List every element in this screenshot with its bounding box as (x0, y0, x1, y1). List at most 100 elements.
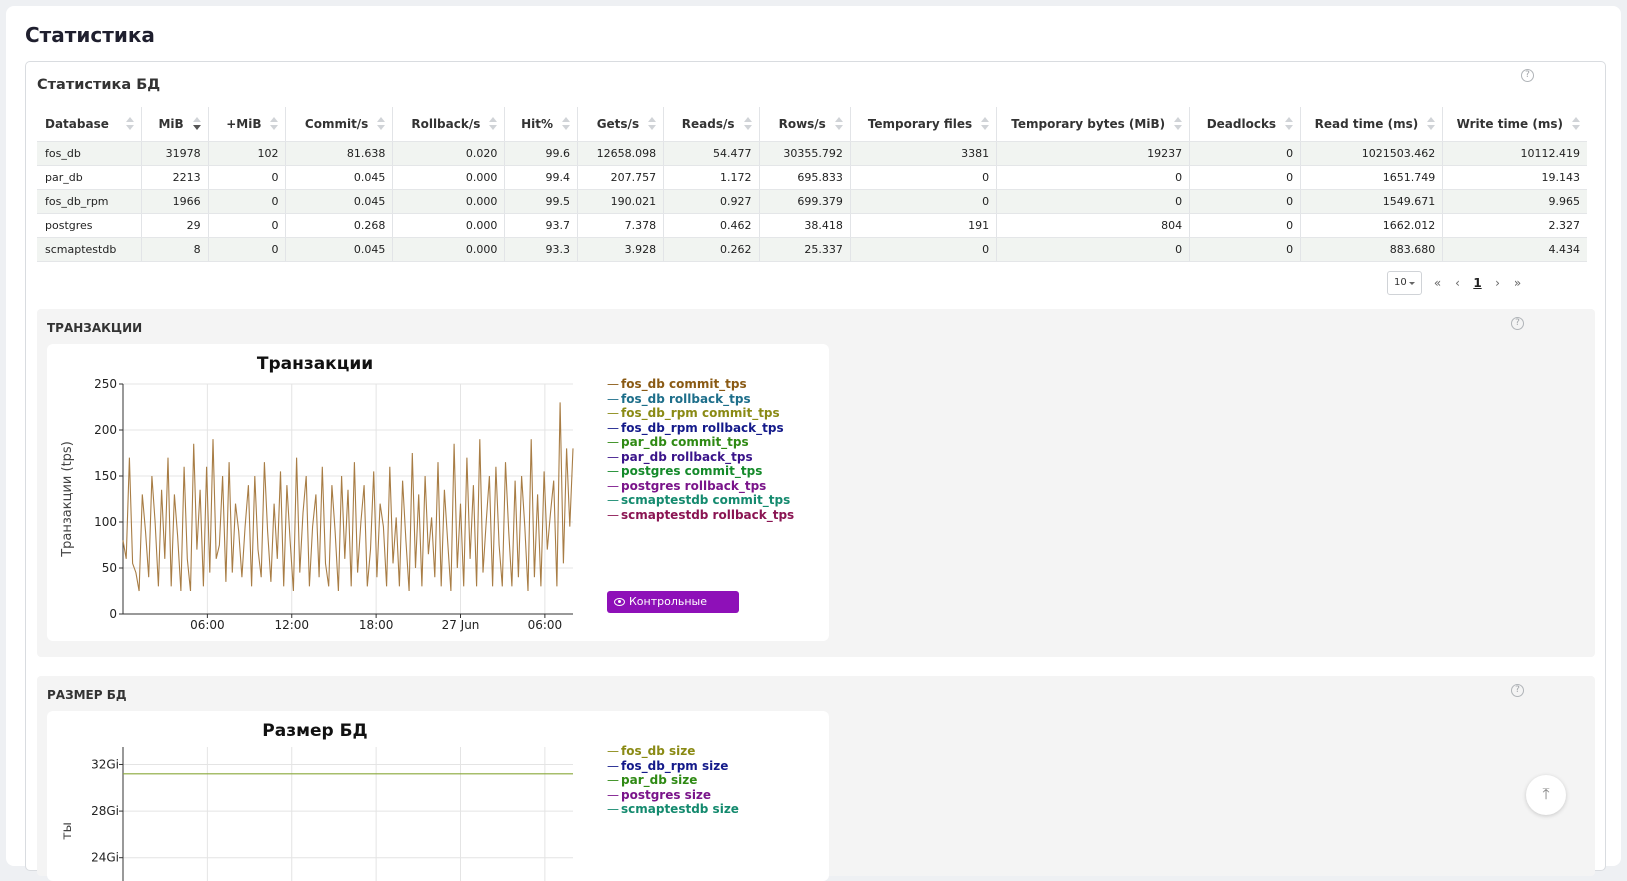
first-page-button[interactable]: « (1433, 276, 1442, 290)
checkpoints-button[interactable]: Контрольные точки (607, 591, 739, 630)
sort-icon[interactable] (1174, 117, 1183, 131)
sort-icon[interactable] (1572, 117, 1580, 131)
table-cell: 0 (1189, 213, 1302, 238)
sort-icon[interactable] (270, 117, 279, 131)
column-header-temporary-bytes-mib[interactable]: Temporary bytes (MiB) (996, 107, 1191, 142)
sort-icon[interactable] (1285, 117, 1294, 131)
table-cell: 4.434 (1442, 237, 1587, 262)
sort-icon[interactable] (648, 117, 657, 131)
legend-item[interactable]: fos_db_rpm commit_tps (607, 406, 794, 421)
column-header-temporary-files[interactable]: Temporary files (850, 107, 998, 142)
page: Статистика Статистика БД ? Database MiB +M… (6, 6, 1621, 881)
table-cell: 0.262 (663, 237, 760, 262)
table-cell: 19237 (996, 141, 1191, 166)
sort-icon[interactable] (377, 117, 386, 131)
last-page-button[interactable]: » (1513, 276, 1522, 290)
table-cell: 0.000 (392, 189, 506, 214)
sort-icon[interactable] (192, 117, 201, 131)
column-header-read-time-ms[interactable]: Read time (ms) (1300, 107, 1444, 142)
column-header-label: Reads/s (681, 116, 735, 131)
table-cell: 12658.098 (577, 141, 665, 166)
table-cell: 93.7 (504, 213, 578, 238)
column-header-mib[interactable]: MiB (141, 107, 209, 142)
table-row[interactable]: fos_db 31978 102 81.638 0.020 99.6 12658.098 54… (37, 141, 1587, 166)
legend-item[interactable]: fos_db_rpm rollback_tps (607, 421, 794, 436)
table-cell: 0 (1189, 141, 1302, 166)
legend-item[interactable]: postgres size (607, 788, 739, 803)
help-icon[interactable]: ? (1511, 317, 1524, 330)
column-header-commit-s[interactable]: Commit/s (285, 107, 394, 142)
table-cell: 804 (996, 213, 1191, 238)
arrow-up-icon: ⤒ (1542, 784, 1550, 803)
scroll-to-top-button[interactable]: ⤒ (1526, 775, 1566, 815)
table-cell: 3.928 (577, 237, 665, 262)
table-cell: 93.3 (504, 237, 578, 262)
table-cell: 54.477 (663, 141, 760, 166)
page-size-select[interactable]: 10 (1387, 271, 1422, 295)
legend-item[interactable]: scmaptestdb rollback_tps (607, 508, 794, 523)
legend-item[interactable]: fos_db_rpm size (607, 759, 739, 774)
table-cell: 0.000 (392, 237, 506, 262)
column-header-reads-s[interactable]: Reads/s (663, 107, 760, 142)
db-size-legend: fos_db sizefos_db_rpm sizepar_db sizepos… (607, 744, 739, 817)
table-cell: 9.965 (1442, 189, 1587, 214)
y-tick-label: 250 (94, 377, 117, 391)
column-header-label: Temporary bytes (MiB) (1011, 116, 1166, 131)
table-row[interactable]: par_db 2213 0 0.045 0.000 99.4 207.757 1.172 695… (37, 165, 1587, 190)
legend-item[interactable]: fos_db rollback_tps (607, 392, 794, 407)
table-cell: scmaptestdb (37, 237, 143, 262)
legend-item[interactable]: par_db size (607, 773, 739, 788)
help-icon[interactable]: ? (1511, 684, 1524, 697)
legend-item[interactable]: par_db commit_tps (607, 435, 794, 450)
table-cell: 695.833 (759, 165, 851, 190)
column-header-label: +MiB (226, 116, 262, 131)
table-cell: 0.020 (392, 141, 506, 166)
column-header-rollback-s[interactable]: Rollback/s (392, 107, 506, 142)
checkpoints-button-label: Контрольные точки (629, 595, 708, 630)
column-header-deadlocks[interactable]: Deadlocks (1189, 107, 1302, 142)
column-header-write-time-ms[interactable]: Write time (ms) (1442, 107, 1587, 142)
legend-item[interactable]: scmaptestdb size (607, 802, 739, 817)
table-cell: 0.045 (285, 237, 394, 262)
legend-item[interactable]: postgres commit_tps (607, 464, 794, 479)
sort-icon[interactable] (834, 117, 843, 131)
table-cell: 0 (850, 165, 998, 190)
y-tick-label: 150 (94, 469, 117, 483)
table-cell: 2.327 (1442, 213, 1587, 238)
transactions-section: Транзакции ? Транзакции 0 50 100 150 200 250 0… (37, 309, 1595, 657)
next-page-button[interactable]: › (1495, 276, 1500, 290)
table-cell: 1662.012 (1300, 213, 1444, 238)
transactions-chart-title: Транзакции (256, 354, 374, 374)
y-axis-label: Транзакции (tps) (60, 441, 75, 558)
sort-icon[interactable] (743, 117, 752, 131)
table-row[interactable]: postgres 29 0 0.268 0.000 93.7 7.378 0.462 38.41… (37, 213, 1587, 238)
sort-icon[interactable] (1427, 117, 1436, 131)
prev-page-button[interactable]: ‹ (1455, 276, 1460, 290)
legend-item[interactable]: par_db rollback_tps (607, 450, 794, 465)
column-header-gets-s[interactable]: Gets/s (577, 107, 665, 142)
legend-item[interactable]: fos_db size (607, 744, 739, 759)
sort-icon[interactable] (489, 117, 498, 131)
legend-item[interactable]: postgres rollback_tps (607, 479, 794, 494)
table-cell: 207.757 (577, 165, 665, 190)
help-icon[interactable]: ? (1521, 69, 1534, 82)
table-row[interactable]: scmaptestdb 8 0 0.045 0.000 93.3 3.928 0.262 25.… (37, 237, 1587, 262)
sort-icon[interactable] (126, 117, 135, 131)
table-cell: 1021503.462 (1300, 141, 1444, 166)
table-cell: 31978 (141, 141, 209, 166)
column-header-hit[interactable]: Hit% (504, 107, 578, 142)
table-cell: 0.462 (663, 213, 760, 238)
legend-item[interactable]: scmaptestdb commit_tps (607, 493, 794, 508)
table-cell: 3381 (850, 141, 998, 166)
legend-item[interactable]: fos_db commit_tps (607, 377, 794, 392)
column-header-rows-s[interactable]: Rows/s (759, 107, 851, 142)
column-header-database[interactable]: Database (37, 107, 143, 142)
current-page-button[interactable]: 1 (1473, 276, 1482, 290)
sort-icon[interactable] (561, 117, 570, 131)
table-cell: 0 (996, 237, 1191, 262)
table-row[interactable]: fos_db_rpm 1966 0 0.045 0.000 99.5 190.021 0.92… (37, 189, 1587, 214)
y-tick-label: 100 (94, 515, 117, 529)
column-header-mib[interactable]: +MiB (208, 107, 287, 142)
sort-icon[interactable] (981, 117, 990, 131)
